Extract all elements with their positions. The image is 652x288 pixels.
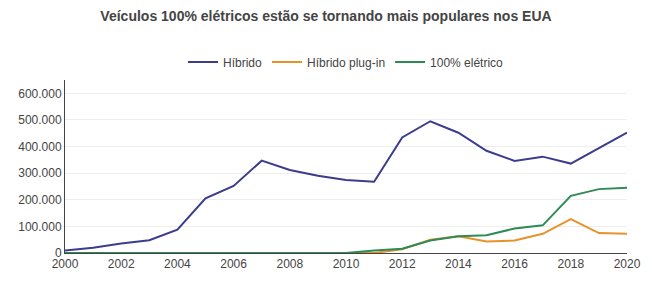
svg-text:400.000: 400.000 <box>18 140 62 154</box>
svg-text:Híbrido plug-in: Híbrido plug-in <box>307 56 385 70</box>
svg-text:500.000: 500.000 <box>18 113 62 127</box>
svg-text:2006: 2006 <box>220 257 247 271</box>
svg-text:0: 0 <box>55 246 62 260</box>
svg-text:2014: 2014 <box>445 257 472 271</box>
svg-text:2002: 2002 <box>108 257 135 271</box>
svg-text:2008: 2008 <box>276 257 303 271</box>
svg-text:2016: 2016 <box>501 257 528 271</box>
svg-text:600.000: 600.000 <box>18 87 62 101</box>
svg-text:100% elétrico: 100% elétrico <box>430 56 503 70</box>
svg-text:2004: 2004 <box>164 257 191 271</box>
svg-text:200.000: 200.000 <box>18 193 62 207</box>
svg-text:100.000: 100.000 <box>18 220 62 234</box>
svg-text:2000: 2000 <box>52 257 79 271</box>
svg-text:2018: 2018 <box>557 257 584 271</box>
svg-text:2020: 2020 <box>614 257 641 271</box>
svg-text:2012: 2012 <box>389 257 416 271</box>
svg-text:2010: 2010 <box>333 257 360 271</box>
svg-text:Híbrido: Híbrido <box>223 56 262 70</box>
svg-text:Veículos 100% elétricos estão: Veículos 100% elétricos estão se tornand… <box>100 8 551 24</box>
svg-text:300.000: 300.000 <box>18 166 62 180</box>
